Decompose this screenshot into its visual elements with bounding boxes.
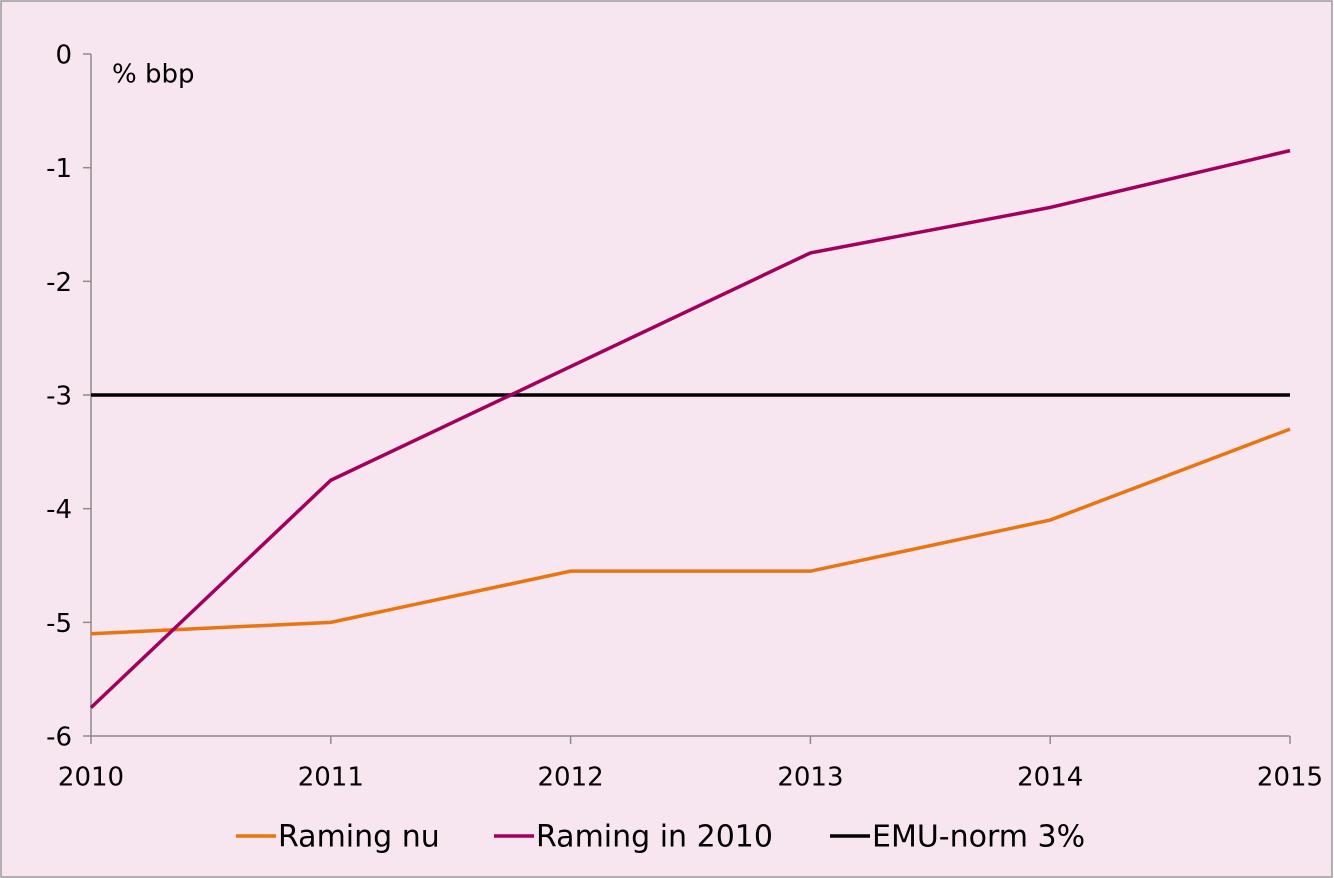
y-tick-label: 0: [55, 41, 72, 71]
x-tick-label: 2012: [538, 763, 604, 793]
series-line: [90, 427, 1291, 636]
y-tick-label: -5: [46, 609, 72, 639]
legend-label: Raming in 2010: [536, 820, 773, 855]
legend-label: Raming nu: [278, 820, 440, 855]
y-axis-label: % bbp: [112, 60, 194, 90]
y-tick-label: -6: [46, 723, 72, 753]
x-tick-label: 2013: [777, 763, 843, 793]
series-line: [89, 148, 1291, 709]
x-tick-label: 2014: [1017, 763, 1083, 793]
x-tick-label: 2011: [298, 763, 364, 793]
y-tick-label: -3: [46, 382, 72, 412]
legend-label: EMU-norm 3%: [872, 820, 1085, 855]
x-tick-label: 2010: [58, 763, 124, 793]
y-tick-label: -4: [46, 495, 72, 525]
x-tick-label: 2015: [1257, 763, 1323, 793]
y-tick-label: -2: [46, 268, 72, 298]
y-tick-label: -1: [46, 154, 72, 184]
